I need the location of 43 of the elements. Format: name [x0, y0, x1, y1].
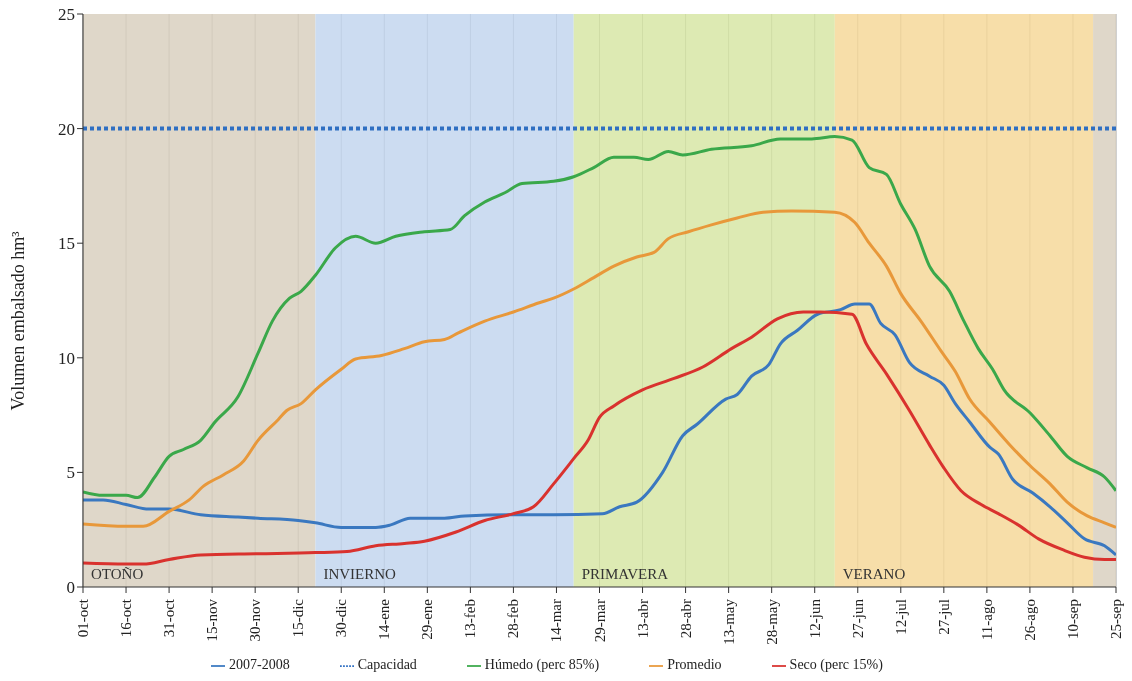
band-label: VERANO: [842, 566, 906, 582]
band-label: PRIMAVERA: [581, 566, 669, 582]
x-tick-label: 11-ago: [978, 599, 995, 641]
legend-label: Capacidad: [357, 657, 417, 672]
x-tick-label: 10-sep: [1064, 599, 1081, 639]
legend-label: 2007-2008: [229, 657, 290, 672]
x-tick-label: 12-jun: [806, 598, 823, 639]
x-tick-label: 01-oct: [75, 598, 91, 638]
legend-label: Seco (perc 15%): [789, 657, 883, 672]
x-tick-label: 12-jul: [892, 599, 909, 635]
x-tick-label: 30-dic: [333, 598, 350, 638]
y-tick-label: 20: [58, 119, 75, 139]
y-tick-label: 25: [58, 5, 75, 25]
x-tick-label: 27-jul: [935, 599, 952, 635]
x-tick-label: 14-mar: [548, 599, 565, 643]
x-tick-label: 29-ene: [419, 598, 436, 640]
x-tick-label: 30-nov: [247, 598, 264, 642]
legend-label: Promedio: [667, 657, 722, 672]
x-tick-label: 25-sep: [1108, 599, 1124, 639]
x-tick-label: 16-oct: [118, 598, 135, 638]
y-tick-label: 5: [66, 463, 75, 483]
y-tick-label: 15: [58, 234, 75, 254]
band-label: OTOÑO: [91, 566, 144, 582]
x-tick-label: 26-ago: [1021, 599, 1038, 641]
x-tick-label: 28-may: [763, 598, 780, 645]
x-tick-label: 28-abr: [677, 599, 694, 639]
x-tick-label: 13-feb: [462, 599, 479, 639]
x-tick-label: 27-jun: [849, 598, 866, 639]
band-label: INVIERNO: [323, 566, 397, 582]
x-tick-label: 31-oct: [161, 598, 178, 638]
line-series: [83, 209, 1116, 529]
y-axis-title: Volumen embalsado hm³: [8, 230, 29, 411]
y-tick-label: 0: [66, 578, 75, 598]
x-tick-label: 13-abr: [634, 599, 651, 639]
y-tick-label: 10: [58, 348, 75, 368]
legend-label: Húmedo (perc 85%): [484, 657, 600, 672]
x-tick-label: 14-ene: [376, 598, 393, 640]
x-tick-label: 15-dic: [290, 598, 307, 638]
x-tick-label: 15-nov: [204, 598, 221, 642]
x-tick-label: 29-mar: [591, 599, 608, 643]
x-tick-label: 13-may: [720, 598, 737, 645]
line-series: [83, 135, 1116, 500]
x-tick-label: 28-feb: [505, 599, 522, 639]
